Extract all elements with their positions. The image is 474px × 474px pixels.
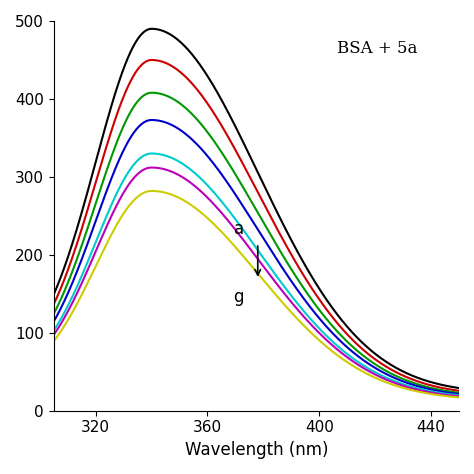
X-axis label: Wavelength (nm): Wavelength (nm) bbox=[184, 441, 328, 459]
Text: g: g bbox=[233, 288, 244, 306]
Text: BSA + 5a: BSA + 5a bbox=[337, 40, 418, 57]
Text: a: a bbox=[234, 219, 244, 237]
